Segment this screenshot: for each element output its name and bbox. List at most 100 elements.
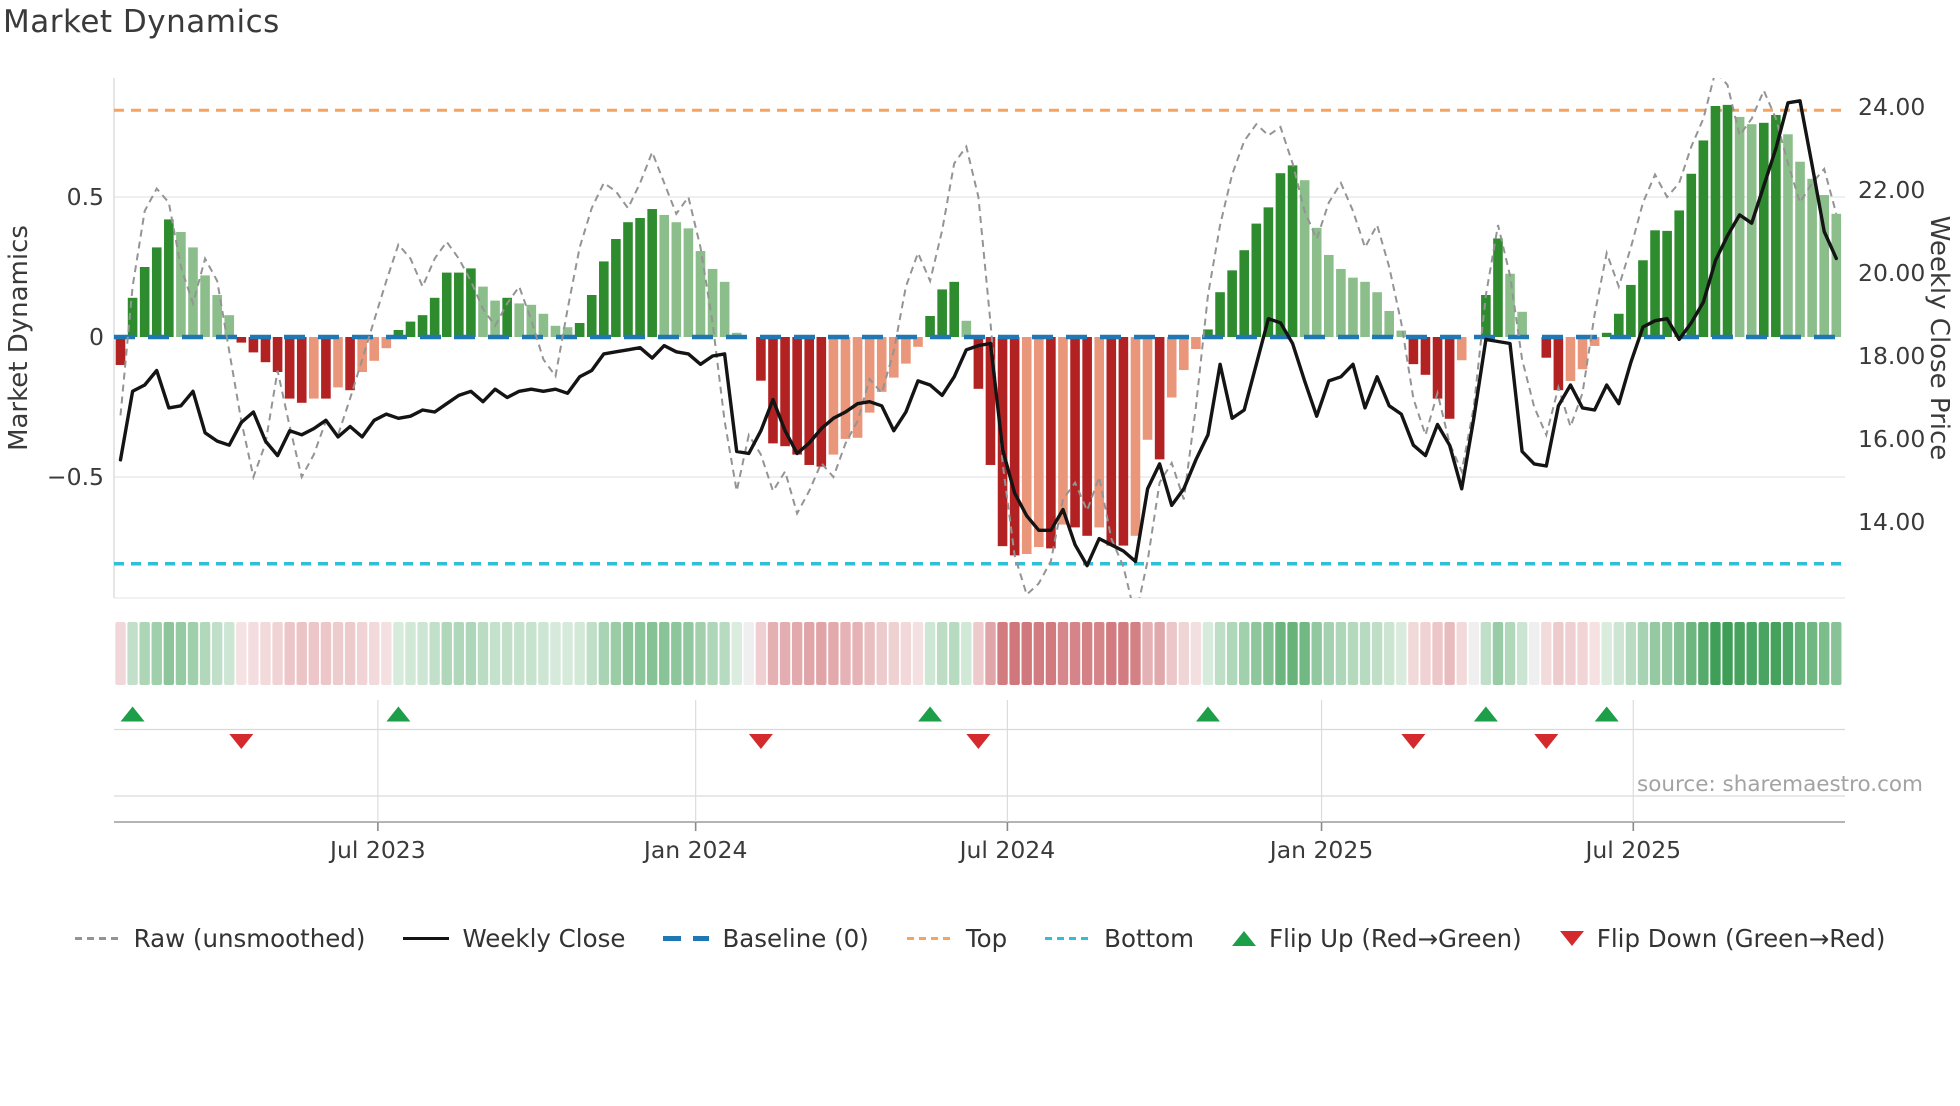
- heatmap-cell: [211, 622, 223, 685]
- oscillator-bar: [683, 228, 694, 337]
- heatmap-cell: [562, 622, 573, 685]
- oscillator-bar: [1686, 173, 1697, 337]
- heatmap-cell: [634, 622, 646, 685]
- oscillator-bar: [671, 222, 682, 337]
- oscillator-bar: [1348, 277, 1358, 337]
- oscillator-bar: [973, 337, 984, 389]
- legend-label-flip-up: Flip Up (Red→Green): [1269, 924, 1522, 953]
- oscillator-bar: [1746, 124, 1757, 337]
- heatmap-cell: [272, 622, 283, 685]
- heatmap-cell: [127, 622, 138, 685]
- heatmap-cell: [574, 622, 585, 685]
- oscillator-bar: [1710, 106, 1721, 337]
- heatmap-cell: [767, 622, 779, 685]
- legend-label-baseline: Baseline (0): [722, 924, 869, 953]
- flip-down-marker-icon: [966, 734, 991, 749]
- oscillator-bar: [756, 337, 766, 381]
- right-tick-label: 18.00: [1858, 342, 1925, 370]
- heatmap-cell: [369, 622, 380, 685]
- heatmap-cell: [1625, 622, 1637, 685]
- oscillator-bar: [514, 303, 525, 337]
- flip-down-marker-icon: [1534, 734, 1559, 749]
- heatmap-cell: [1299, 622, 1310, 685]
- raw-line-swatch-icon: [74, 937, 121, 940]
- oscillator-bar: [611, 239, 621, 337]
- oscillator-bar: [333, 337, 343, 388]
- flip-down-marker-icon: [1401, 734, 1426, 749]
- heatmap-cell: [175, 622, 187, 685]
- heatmap-cell: [671, 622, 682, 685]
- heatmap-cell: [199, 622, 211, 685]
- heatmap-cell: [731, 622, 742, 685]
- legend-item-flip-up: Flip Up (Red→Green): [1232, 924, 1522, 953]
- heatmap-cell: [791, 622, 803, 685]
- heatmap-cell: [1190, 622, 1202, 685]
- oscillator-bar: [405, 321, 416, 337]
- heatmap-cell: [719, 622, 730, 685]
- heatmap-cell: [1686, 622, 1697, 685]
- oscillator-bar: [1009, 337, 1020, 556]
- heatmap-cell: [1384, 622, 1395, 685]
- oscillator-bar: [176, 232, 186, 337]
- oscillator-bar: [1227, 270, 1237, 337]
- oscillator-bar: [1698, 140, 1709, 337]
- oscillator-bar: [309, 337, 319, 399]
- right-tick-label: 22.00: [1858, 176, 1925, 204]
- oscillator-bar: [1456, 337, 1467, 361]
- oscillator-bar: [876, 337, 887, 392]
- oscillator-bar: [695, 251, 706, 337]
- oscillator-bar: [441, 272, 452, 337]
- heatmap-cell: [1045, 622, 1057, 685]
- oscillator-bar: [1239, 250, 1250, 337]
- oscillator-bar: [635, 218, 645, 337]
- heatmap-cell: [1323, 622, 1334, 685]
- oscillator-bar: [1505, 273, 1515, 337]
- right-tick-label: 20.00: [1858, 259, 1925, 287]
- heatmap-cell: [1432, 622, 1443, 685]
- oscillator-bar: [454, 272, 464, 337]
- x-tick-label: Jul 2025: [1583, 836, 1681, 864]
- heatmap-cell: [1710, 622, 1721, 685]
- heatmap-cell: [1577, 622, 1588, 685]
- heatmap-cell: [1601, 622, 1612, 685]
- heatmap-cell: [840, 622, 851, 685]
- heatmap-cell: [1794, 622, 1806, 685]
- legend-item-flip-down: Flip Down (Green→Red): [1559, 924, 1885, 953]
- legend-item-baseline: Baseline (0): [663, 924, 869, 953]
- oscillator-bar: [1166, 337, 1177, 398]
- oscillator-bar: [526, 304, 537, 337]
- oscillator-bar: [961, 320, 972, 337]
- oscillator-bar: [139, 267, 150, 337]
- x-tick-label: Jul 2023: [328, 836, 426, 864]
- heatmap-cell: [1565, 622, 1576, 685]
- heatmap-cell: [1504, 622, 1516, 685]
- oscillator-bar: [1481, 295, 1491, 337]
- flip-up-triangle-icon: [1232, 931, 1257, 946]
- oscillator-bar: [1734, 116, 1745, 337]
- oscillator-bar: [1179, 337, 1189, 371]
- oscillator-bar: [937, 289, 947, 337]
- oscillator-bar: [1360, 281, 1370, 337]
- heatmap-cell: [1130, 622, 1141, 685]
- x-tick-label: Jan 2025: [1268, 836, 1374, 864]
- oscillator-bar: [623, 222, 633, 337]
- heatmap-cell: [598, 622, 610, 685]
- right-tick-label: 16.00: [1858, 425, 1925, 453]
- heatmap-cell: [1408, 622, 1419, 685]
- oscillator-bar: [1311, 227, 1322, 337]
- source-note: source: sharemaestro.com: [1637, 772, 1923, 797]
- left-tick-label: −0.5: [47, 463, 104, 491]
- heatmap-cell: [646, 622, 658, 685]
- heatmap-cell: [1069, 622, 1081, 685]
- heatmap-cell: [804, 622, 815, 685]
- oscillator-bar: [1638, 260, 1648, 337]
- heatmap-cell: [924, 622, 936, 685]
- oscillator-bar: [393, 330, 404, 337]
- oscillator-bar: [1565, 337, 1576, 381]
- heatmap-cell: [1674, 622, 1685, 685]
- heatmap-cell: [1492, 622, 1504, 685]
- heatmap-cell: [852, 622, 863, 685]
- oscillator-bar: [260, 337, 271, 363]
- heatmap-cell: [1819, 622, 1830, 685]
